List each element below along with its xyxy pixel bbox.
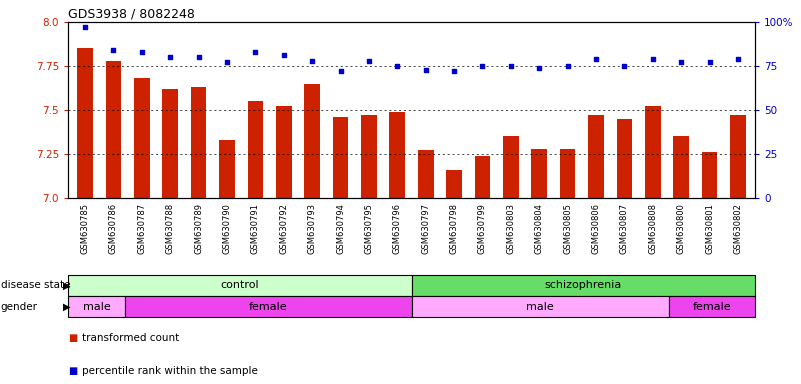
Bar: [531, 149, 547, 198]
Point: [363, 58, 376, 64]
Text: female: female: [693, 301, 731, 311]
Text: ■: ■: [68, 366, 77, 376]
Text: ▶: ▶: [62, 280, 70, 291]
Bar: [617, 119, 632, 198]
Point: [78, 24, 91, 30]
Text: ■: ■: [68, 333, 77, 343]
Point: [646, 56, 659, 62]
Point: [192, 54, 205, 60]
Bar: [68, 275, 412, 296]
Bar: [645, 106, 661, 198]
Bar: [674, 136, 689, 198]
Point: [448, 68, 461, 74]
Text: ▶: ▶: [62, 301, 70, 311]
Bar: [702, 152, 718, 198]
Point: [533, 65, 545, 71]
Point: [249, 49, 262, 55]
Bar: [475, 156, 490, 198]
Bar: [389, 112, 405, 198]
Bar: [304, 84, 320, 198]
Bar: [163, 89, 178, 198]
Text: transformed count: transformed count: [83, 333, 179, 343]
Point: [419, 66, 432, 73]
Bar: [669, 296, 755, 317]
Point: [505, 63, 517, 69]
Text: schizophrenia: schizophrenia: [545, 280, 622, 291]
Bar: [361, 115, 376, 198]
Bar: [125, 296, 412, 317]
Bar: [191, 87, 207, 198]
Bar: [446, 170, 462, 198]
Text: male: male: [526, 301, 554, 311]
Bar: [106, 61, 121, 198]
Bar: [332, 117, 348, 198]
Point: [277, 52, 290, 58]
Point: [731, 56, 744, 62]
Point: [562, 63, 574, 69]
Bar: [588, 115, 604, 198]
Text: GDS3938 / 8082248: GDS3938 / 8082248: [68, 8, 195, 21]
Text: disease state: disease state: [1, 280, 70, 291]
Bar: [418, 151, 433, 198]
Bar: [219, 140, 235, 198]
Text: female: female: [249, 301, 288, 311]
Point: [334, 68, 347, 74]
Point: [220, 60, 233, 66]
Point: [476, 63, 489, 69]
Point: [135, 49, 148, 55]
Text: gender: gender: [1, 301, 38, 311]
Text: percentile rank within the sample: percentile rank within the sample: [83, 366, 258, 376]
Bar: [412, 296, 669, 317]
Bar: [731, 115, 746, 198]
Bar: [276, 106, 292, 198]
Bar: [503, 136, 519, 198]
Text: control: control: [220, 280, 259, 291]
Point: [306, 58, 319, 64]
Point: [703, 60, 716, 66]
Point: [163, 54, 176, 60]
Point: [590, 56, 602, 62]
Bar: [248, 101, 264, 198]
Point: [391, 63, 404, 69]
Text: male: male: [83, 301, 111, 311]
Bar: [412, 275, 755, 296]
Point: [674, 60, 687, 66]
Point: [107, 47, 120, 53]
Bar: [77, 48, 93, 198]
Bar: [68, 296, 125, 317]
Point: [618, 63, 631, 69]
Bar: [134, 78, 150, 198]
Bar: [560, 149, 575, 198]
